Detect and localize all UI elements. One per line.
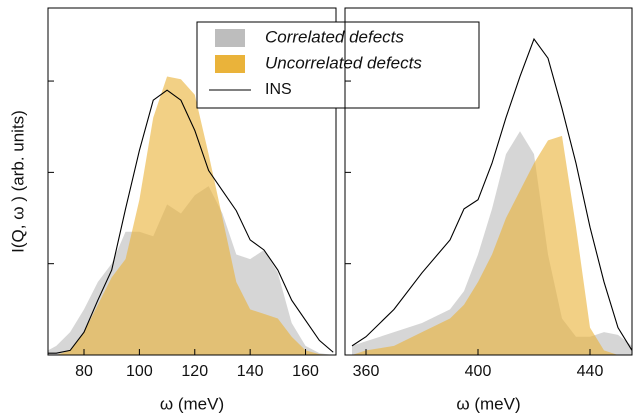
x-tick-label: 360 <box>353 363 380 380</box>
plot-area <box>351 37 632 355</box>
x-axis-label: ω (meV) <box>160 394 224 413</box>
x-tick-label: 100 <box>126 363 153 380</box>
frame <box>344 7 633 356</box>
area <box>352 131 632 355</box>
x-tick-label: 160 <box>292 363 319 380</box>
plot-area <box>48 76 334 355</box>
line <box>351 37 632 351</box>
area <box>48 76 334 355</box>
legend-label: Correlated defects <box>265 27 404 46</box>
x-tick-label: 400 <box>465 363 492 380</box>
legend-label: INS <box>265 81 292 98</box>
x-tick-label: 80 <box>75 363 93 380</box>
x-axis-label: ω (meV) <box>456 394 520 413</box>
legend: Correlated defects Uncorrelated defects IN… <box>196 21 480 109</box>
line <box>48 89 334 354</box>
legend-swatch <box>215 55 245 73</box>
x-tick-label: 140 <box>237 363 264 380</box>
frame <box>47 7 337 356</box>
x-tick-label: 120 <box>181 363 208 380</box>
legend-label: Uncorrelated defects <box>265 53 422 72</box>
area <box>352 135 632 355</box>
x-tick-label: 440 <box>577 363 604 380</box>
legend-swatch <box>215 29 245 47</box>
y-axis-label: I(Q, ω ) (arb. units) <box>8 110 27 253</box>
